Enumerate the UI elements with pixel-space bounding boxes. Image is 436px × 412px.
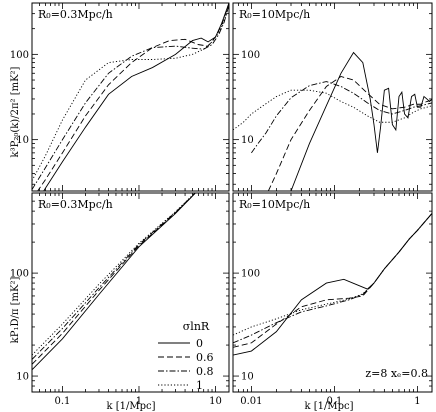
- plot-frame: [31, 192, 230, 393]
- annotation-redshift-ionization: z=8 xₑ=0.8: [365, 367, 428, 380]
- series-line-dashed: [233, 213, 432, 348]
- series-line-dashdot: [32, 193, 196, 360]
- x-tick-label: 0.1: [326, 396, 342, 407]
- plot-frame: [31, 2, 230, 192]
- panel-label: R₀=10Mpc/h: [239, 198, 310, 211]
- y-tick-label: 100: [10, 269, 29, 280]
- y-tick-label: 10: [16, 135, 29, 146]
- series-line-dashed: [37, 3, 229, 191]
- plot-frame: [232, 2, 433, 192]
- legend: σlnR 00.60.81: [158, 320, 214, 392]
- series-line-dotted: [32, 4, 229, 181]
- series-line-solid: [233, 213, 432, 356]
- y-tick-label: 10: [16, 372, 29, 383]
- panel-top-right: 10 100 R₀=10Mpc/h: [232, 2, 433, 192]
- series-line-dotted: [32, 193, 196, 356]
- x-tick-label: 1: [136, 396, 142, 407]
- x-tick-label: 0.1: [55, 396, 71, 407]
- x-tick-label: 0.01: [240, 396, 262, 407]
- legend-label: 0: [196, 337, 203, 350]
- y-tick-label: 100: [241, 50, 260, 61]
- y-tick-label: 10: [241, 372, 254, 383]
- y-tick-label: 10: [241, 135, 254, 146]
- legend-title: σlnR: [183, 320, 210, 333]
- legend-label: 1: [196, 379, 203, 392]
- legend-label: 0.8: [196, 365, 214, 378]
- panel-top-left: 10 100 R₀=0.3Mpc/h: [10, 2, 230, 192]
- series-line-dotted: [233, 213, 432, 336]
- series-line-dashdot: [251, 81, 432, 154]
- x-tick-label: 10: [209, 396, 222, 407]
- plot-frame: [232, 192, 433, 393]
- legend-label: 0.6: [196, 351, 214, 364]
- y-tick-label: 100: [10, 50, 29, 61]
- panel-label: R₀=0.3Mpc/h: [38, 198, 113, 211]
- y-tick-label: 100: [241, 269, 260, 280]
- series-line-dashdot: [32, 4, 229, 190]
- series-line-solid: [290, 51, 432, 191]
- series-line-solid: [32, 193, 196, 371]
- series-line-solid: [43, 3, 229, 191]
- x-axis-label-right: k [1/Mpc]: [304, 401, 353, 412]
- y-axis-label-top: k³P₂₀(k)/2π² [mK²]: [10, 66, 21, 157]
- series-line-dotted: [233, 89, 432, 131]
- y-axis-label-bottom: kP₁D/π [mK²]: [10, 277, 21, 344]
- x-tick-label: 1: [414, 396, 420, 407]
- panel-label: R₀=0.3Mpc/h: [38, 8, 113, 21]
- x-axis-label-left: k [1/Mpc]: [106, 401, 155, 412]
- panel-label: R₀=10Mpc/h: [239, 8, 310, 21]
- series-line-dashed: [267, 76, 432, 191]
- panel-bottom-right: 10 100 0.01 0.1 1 R₀=10Mpc/h: [232, 192, 433, 407]
